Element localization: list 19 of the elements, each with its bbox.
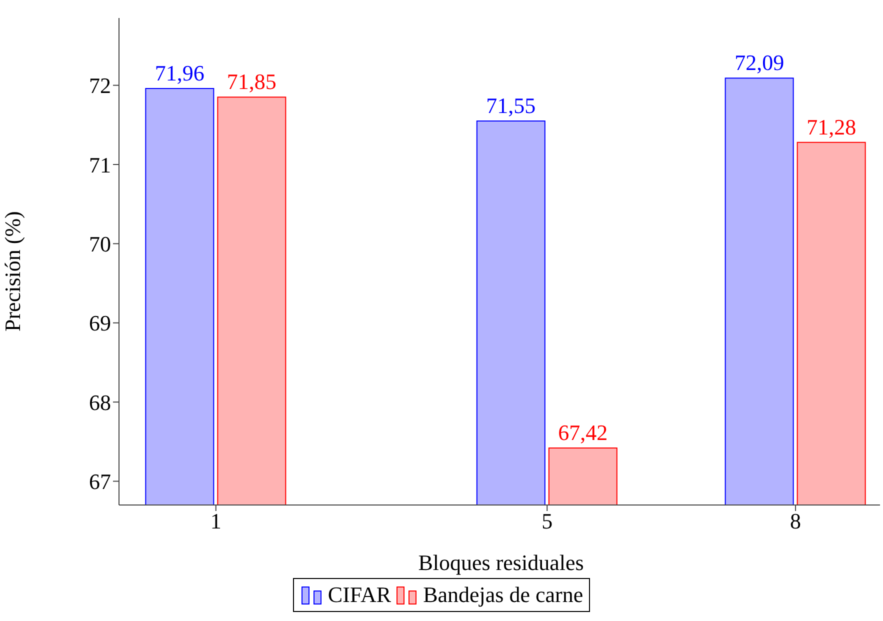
data-label: 67,42 (558, 420, 608, 445)
data-label: 71,85 (226, 69, 276, 94)
y-tick-label: 71 (89, 152, 111, 178)
data-label: 71,96 (154, 60, 204, 86)
legend-label: CIFAR (328, 582, 392, 608)
y-tick-label: 69 (89, 310, 111, 336)
x-tick-label: 5 (542, 508, 553, 534)
y-tick-label: 68 (89, 390, 111, 415)
data-label: 71,28 (806, 114, 856, 140)
y-axis-title: Precisión (%) (0, 211, 25, 332)
y-tick-label: 72 (89, 73, 111, 98)
x-tick-label: 1 (210, 508, 222, 534)
data-label: 71,55 (486, 92, 536, 118)
y-tick-label: 70 (89, 231, 111, 256)
x-axis-title: Bloques residuales (417, 550, 585, 576)
legend-label: Bandejas de carne (423, 582, 584, 608)
x-tick-label: 8 (790, 508, 802, 534)
data-label: 72,09 (734, 50, 784, 76)
y-tick-label: 67 (89, 469, 111, 494)
